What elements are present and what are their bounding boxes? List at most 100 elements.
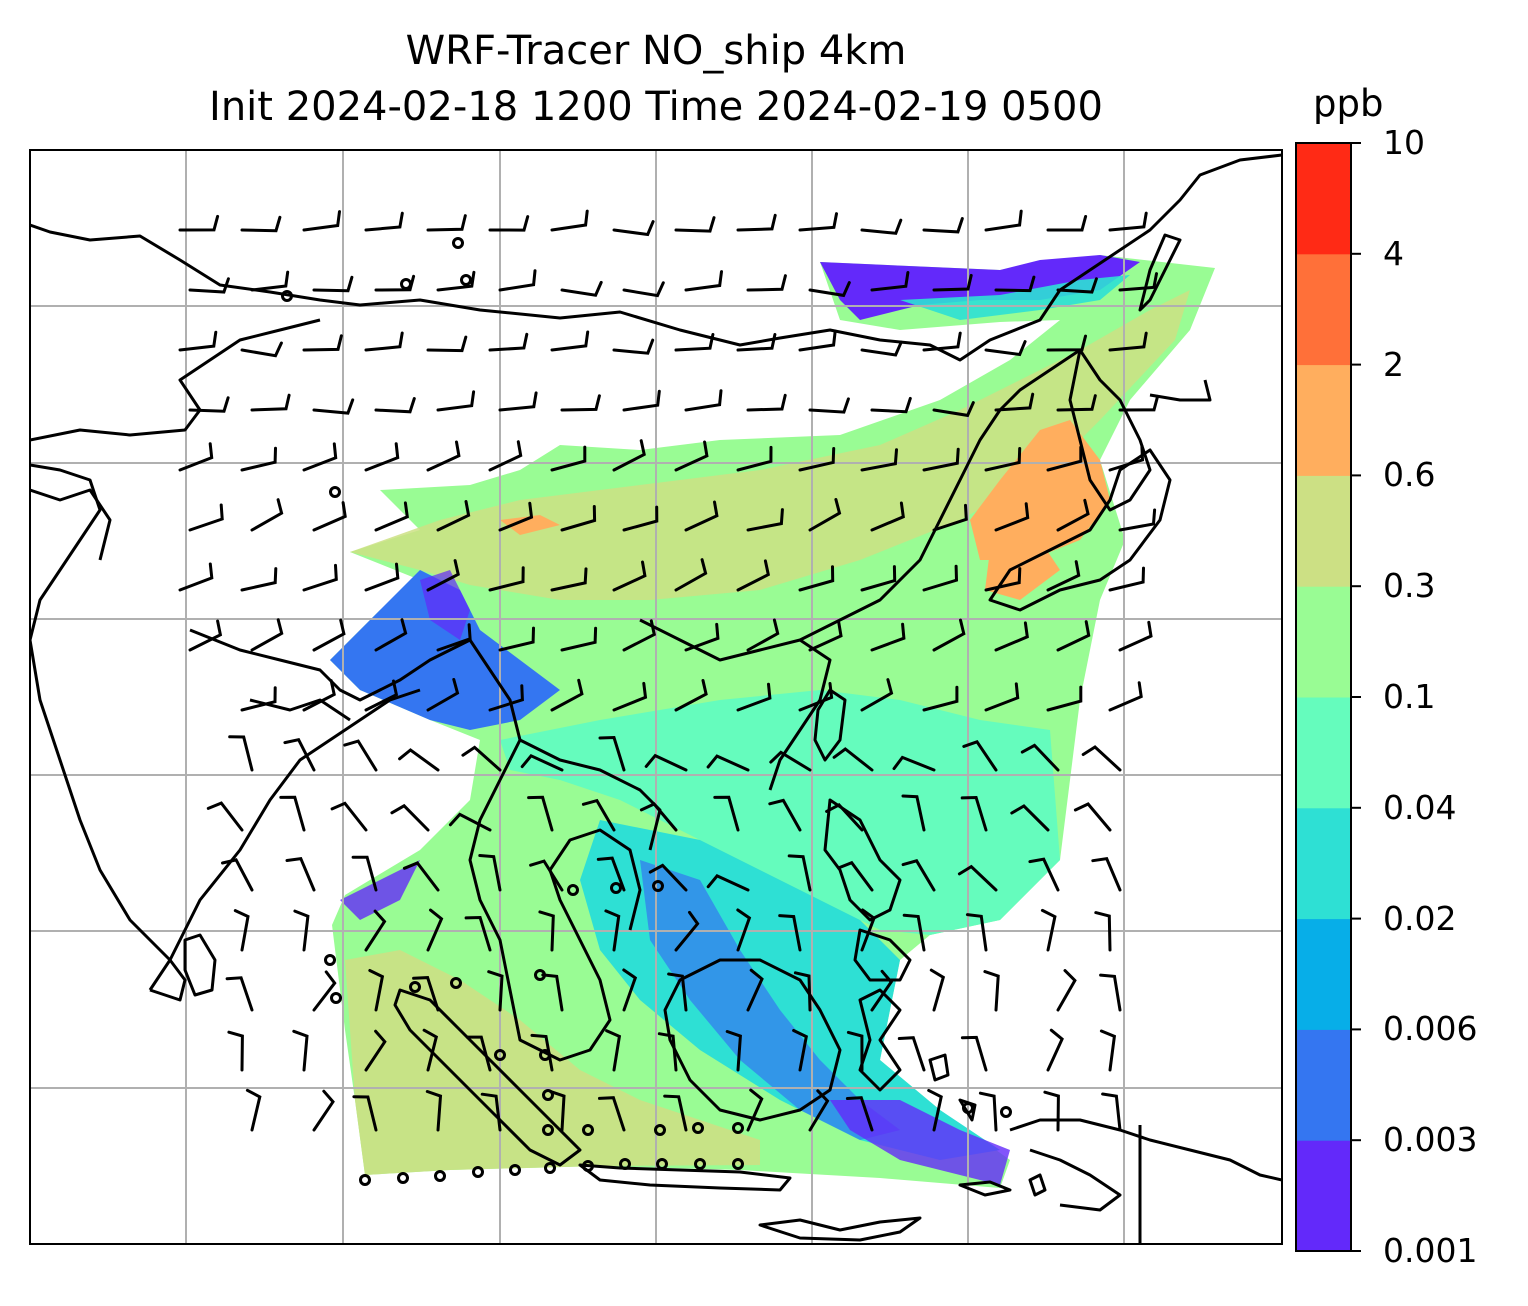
calm-wind-marker (397, 1172, 409, 1184)
wind-barb (368, 969, 385, 1012)
wind-barb (1046, 1028, 1064, 1072)
wind-barb (984, 682, 1020, 712)
wind-barb (598, 735, 626, 772)
calm-wind-marker (610, 882, 622, 894)
calm-wind-marker (582, 1160, 594, 1172)
wind-barb (364, 211, 404, 232)
wind-barb (312, 1089, 335, 1132)
wind-barb (978, 1091, 998, 1132)
colorbar-tick-label: 10 (1383, 123, 1425, 162)
wind-barb (798, 682, 834, 712)
wind-barb (330, 801, 368, 832)
wind-barb (550, 678, 584, 712)
wind-barb (530, 1033, 554, 1072)
wind-barb (860, 218, 903, 235)
wind-barb (922, 685, 959, 712)
wind-barb (364, 909, 387, 952)
calm-wind-marker (330, 992, 342, 1004)
wind-barb (436, 623, 472, 652)
wind-barb (746, 393, 787, 412)
calm-wind-marker (962, 1102, 974, 1114)
wind-barb (994, 392, 1035, 412)
wind-barb (1118, 394, 1160, 412)
calm-wind-marker (324, 954, 336, 966)
calm-wind-marker (1000, 1106, 1012, 1118)
wind-barb (674, 679, 708, 712)
wind-barb (674, 440, 709, 472)
wind-barb (1108, 566, 1145, 592)
wind-barb (1108, 331, 1148, 352)
wind-barb (798, 329, 837, 352)
calm-wind-marker (494, 1049, 506, 1061)
wind-barb (498, 626, 535, 652)
colorbar-tick-label: 0.6 (1383, 455, 1436, 495)
wind-barb (488, 566, 525, 592)
wind-barb (808, 1089, 830, 1132)
wind-barb (1056, 277, 1098, 294)
wind-barb (225, 976, 254, 1012)
wind-barb (932, 273, 973, 292)
wind-barb (808, 397, 850, 414)
wind-barb (648, 863, 688, 892)
wind-barb (684, 622, 720, 652)
wind-barb (364, 679, 399, 712)
wind-barb (870, 396, 912, 414)
wind-barb (302, 210, 341, 232)
wind-barb (674, 910, 700, 952)
wind-barb (390, 803, 430, 832)
wind-barb (932, 503, 968, 532)
wind-barb (461, 745, 502, 772)
wind-barb (1091, 857, 1122, 892)
calm-wind-marker (544, 1162, 556, 1174)
wind-barb (901, 794, 926, 832)
wind-barb (604, 909, 621, 952)
wind-barb (808, 281, 851, 298)
wind-barb (374, 501, 409, 532)
wind-barb (498, 269, 537, 292)
wind-barb (412, 976, 440, 1012)
tracer-field (330, 255, 1215, 1188)
wind-barb (596, 856, 626, 892)
wind-barb (832, 747, 874, 772)
calm-wind-marker (434, 1170, 446, 1182)
wind-barb (706, 754, 750, 772)
wind-barb (240, 446, 277, 472)
wind-barb (1046, 560, 1081, 592)
wind-barb (364, 562, 400, 592)
wind-barb (684, 500, 719, 532)
wind-barb (622, 505, 659, 532)
wind-barb (351, 855, 378, 892)
wind-barb (725, 1030, 742, 1072)
wind-barb (188, 277, 230, 294)
wind-barb (188, 396, 230, 413)
wind-barb (188, 619, 223, 652)
calm-wind-marker (509, 1164, 521, 1176)
calm-wind-marker (329, 486, 341, 498)
wind-barb (860, 565, 897, 592)
wind-barb (837, 860, 874, 892)
wind-barb (897, 1036, 926, 1072)
wind-barb (768, 798, 802, 832)
wind-barb (901, 859, 936, 892)
wind-barb (929, 968, 946, 1012)
calm-wind-marker (359, 1174, 371, 1186)
wind-barb (922, 331, 962, 352)
wind-barb (250, 498, 284, 532)
wind-barb (922, 564, 959, 592)
wind-barb (221, 858, 254, 892)
wind-barb (478, 854, 502, 892)
wind-barb (487, 970, 504, 1012)
wind-barb (1108, 444, 1145, 472)
wind-barb (957, 864, 998, 892)
colorbar-tick-label: 0.1 (1383, 677, 1436, 716)
wind-barb (622, 389, 661, 412)
wind-barb (560, 394, 601, 412)
wind-barb (736, 682, 772, 712)
wind-barb (292, 1029, 309, 1072)
wind-barb (1094, 911, 1112, 952)
calm-wind-marker (460, 274, 472, 286)
wind-barb (622, 968, 638, 1012)
calm-wind-marker (542, 1089, 554, 1101)
wind-barb (520, 753, 564, 772)
wind-barb (746, 1088, 764, 1132)
